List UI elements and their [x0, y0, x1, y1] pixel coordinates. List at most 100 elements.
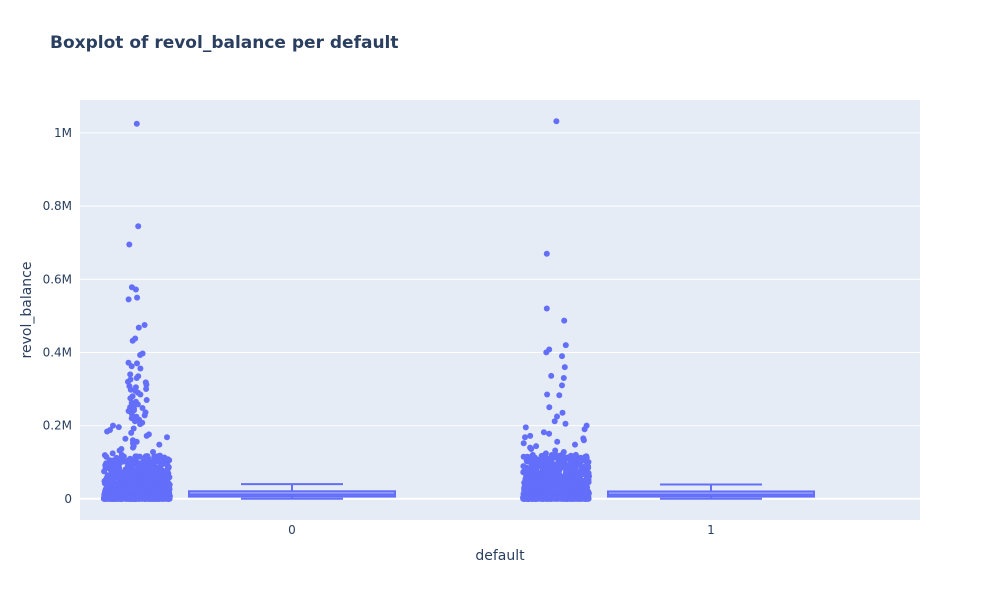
data-point — [117, 495, 124, 502]
data-point — [140, 486, 147, 493]
data-point — [137, 352, 144, 358]
data-point — [115, 424, 122, 431]
data-point — [527, 490, 534, 497]
data-point — [137, 365, 144, 372]
data-point — [127, 395, 134, 402]
data-point — [145, 490, 152, 497]
data-point — [122, 435, 129, 442]
data-point — [582, 453, 589, 460]
data-point — [563, 467, 570, 474]
data-point — [549, 455, 556, 462]
data-point — [148, 462, 155, 469]
data-point — [585, 470, 592, 477]
data-point — [147, 471, 153, 477]
x-tick-label: 0 — [288, 523, 296, 537]
y-tick-label: 0.4M — [43, 345, 72, 359]
data-point — [126, 241, 133, 248]
data-point — [561, 317, 568, 324]
data-point — [576, 462, 583, 469]
data-point — [127, 386, 134, 393]
data-point — [559, 452, 566, 459]
data-point — [121, 458, 128, 465]
y-tick-label: 1M — [54, 126, 72, 140]
data-point — [104, 495, 111, 502]
data-point — [128, 470, 135, 477]
data-point — [523, 468, 530, 475]
data-point — [580, 437, 587, 444]
data-point — [119, 485, 126, 492]
data-point — [561, 457, 568, 464]
data-point — [109, 469, 116, 476]
plot-background — [80, 100, 920, 520]
data-point — [523, 485, 530, 492]
data-point — [542, 465, 549, 472]
data-point — [139, 405, 146, 411]
data-point — [535, 458, 541, 465]
data-point — [522, 434, 528, 441]
y-tick-label: 0.6M — [43, 272, 72, 286]
data-point — [165, 495, 171, 502]
data-point — [572, 451, 579, 458]
data-point — [538, 452, 545, 459]
data-point — [520, 463, 527, 470]
y-axis-label: revol_balance — [19, 262, 35, 359]
data-point — [127, 371, 134, 378]
data-point — [585, 495, 591, 502]
data-point — [546, 430, 553, 437]
data-point — [556, 477, 563, 484]
data-point — [130, 444, 136, 451]
data-point — [135, 223, 142, 230]
data-point — [163, 476, 170, 483]
data-point — [561, 364, 568, 371]
data-point — [141, 322, 148, 328]
data-point — [166, 481, 173, 488]
data-point — [128, 363, 135, 370]
data-point — [578, 469, 585, 476]
data-point — [557, 482, 564, 489]
data-point — [529, 483, 536, 490]
data-point — [111, 457, 118, 464]
data-point — [553, 118, 560, 125]
data-point — [108, 479, 115, 486]
data-point — [562, 420, 569, 427]
data-point — [157, 467, 164, 474]
data-point — [570, 465, 577, 472]
data-point — [581, 486, 588, 493]
data-point — [139, 459, 146, 466]
data-point — [128, 429, 135, 436]
data-point — [159, 455, 165, 462]
data-point — [533, 443, 540, 450]
data-point — [141, 412, 148, 419]
data-point — [132, 286, 139, 293]
axes: 0 0.2M 0.4M 0.6M 0.8M 1M 0 1 — [43, 126, 715, 537]
data-point — [107, 487, 114, 494]
data-point — [143, 397, 150, 403]
data-point — [134, 360, 140, 367]
box-group-1 — [520, 118, 815, 502]
data-point — [551, 418, 558, 425]
data-point — [575, 457, 582, 464]
data-point — [523, 495, 530, 502]
data-point — [128, 480, 135, 487]
data-point — [559, 382, 565, 389]
data-point — [548, 475, 555, 482]
y-tick-label: 0 — [64, 492, 72, 506]
data-point — [110, 463, 117, 470]
box-group-0 — [101, 120, 396, 502]
data-point — [146, 477, 153, 484]
data-point — [559, 462, 566, 469]
data-point — [557, 495, 564, 502]
data-point — [143, 381, 150, 388]
data-point — [528, 446, 535, 452]
data-point — [128, 410, 135, 417]
data-point — [104, 461, 111, 468]
chart-marks — [101, 118, 815, 502]
y-tick-label: 0.8M — [43, 199, 72, 213]
data-point — [540, 429, 547, 436]
data-point — [524, 453, 531, 460]
data-point — [546, 404, 553, 411]
data-point — [524, 480, 531, 487]
data-point — [118, 477, 125, 484]
data-point — [164, 470, 171, 477]
data-point — [141, 474, 148, 481]
